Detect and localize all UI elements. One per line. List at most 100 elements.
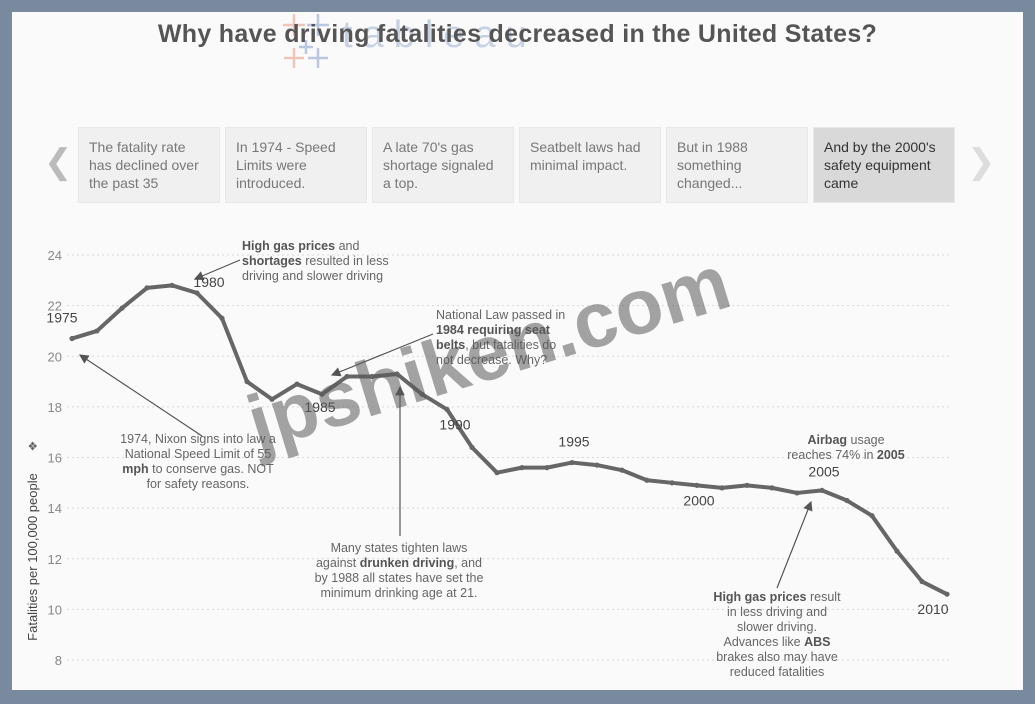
data-point[interactable] [694,482,700,488]
annotation-text: by 1988 all states have set the [315,571,484,585]
data-point[interactable] [119,305,125,311]
series-path [71,283,948,596]
annotation-text: against [316,556,360,570]
data-point[interactable] [594,462,600,468]
arrow-gas [193,259,241,281]
y-axis: 8 10 12 14 16 18 20 22 24 [48,248,62,668]
annotation-text: brakes also may have [716,650,838,664]
page-title: Why have driving fatalities decreased in… [157,20,878,48]
data-point[interactable] [344,373,350,380]
y-axis-title: Fatalities per 100,000 people [25,473,40,641]
data-point[interactable] [94,328,100,334]
story-point-1[interactable]: The fatality rate has declined over the … [78,127,220,203]
data-point[interactable] [244,378,250,385]
dashboard-frame: tableau Why have driving fatalities decr… [12,12,1023,690]
arrow-nixon [79,354,203,437]
annotation-text: driving and slower driving [242,269,383,283]
data-point[interactable] [894,548,900,554]
annotation-text: shortages [242,254,302,268]
data-point[interactable] [519,465,525,471]
data-point[interactable] [669,480,675,486]
annotation-text: ABS [804,635,830,649]
story-point-2[interactable]: In 1974 - Speed Limits were introduced. [225,127,367,203]
data-point[interactable] [194,290,200,296]
data-point[interactable] [569,459,575,466]
data-point[interactable] [144,285,150,291]
annotation-text: High gas prices [242,239,335,253]
annotation-drunk: Many states tighten laws against drunken … [315,541,484,600]
series-line [69,282,950,597]
data-point[interactable] [619,467,625,473]
y-tick-label: 18 [48,400,62,415]
y-tick-label: 16 [48,451,62,466]
data-point[interactable] [544,465,550,471]
annotation-nixon: 1974, Nixon signs into law a National Spe… [120,432,276,491]
story-point-4[interactable]: Seatbelt laws had minimal impact. [519,127,661,203]
annotation-text: slower driving. [737,620,817,634]
year-label: 2005 [808,463,839,479]
annotation-airbag: Airbag usage reaches 74% in 2005 [787,433,904,462]
data-point[interactable] [744,482,750,488]
y-tick-label: 10 [48,602,62,617]
annotation-text: drunken driving [360,556,454,570]
data-point[interactable] [769,485,775,491]
annotation-text: High gas prices [713,590,806,604]
y-tick-label: 12 [48,552,62,567]
next-story-button[interactable]: ❯ [967,142,996,182]
annotation-text: and [335,239,359,253]
annotation-text: for safety reasons. [147,477,250,491]
annotation-text: reduced fatalities [730,665,825,679]
annotation-text: National Speed Limit of 55 [125,447,272,461]
annotation-gas: High gas prices and shortages resulted in… [242,239,389,283]
y-tick-label: 22 [48,299,62,314]
annotation-text: usage [847,433,885,447]
data-point[interactable] [794,490,800,496]
fatalities-line-chart: 8 10 12 14 16 18 20 22 24 Fatalities per 100,000… [25,239,952,679]
annotation-text: resulted in less [302,254,389,268]
arrow-abs [776,500,813,589]
annotation-text: not decrease. Why? [436,353,547,367]
data-point[interactable] [819,487,825,494]
data-point[interactable] [419,391,425,397]
data-point[interactable] [219,315,225,321]
data-point[interactable] [944,591,950,597]
arrow-seatbelt [330,333,434,377]
annotation-seatbelt: National Law passed in 1984 requiring sea… [436,308,565,367]
y-tick-label: 8 [55,653,62,668]
data-point[interactable] [719,485,725,491]
prev-story-button[interactable]: ❮ [44,142,73,182]
data-point[interactable] [394,371,400,377]
story-point-3[interactable]: A late 70's gas shortage signaled a top. [372,127,514,203]
data-point[interactable] [294,381,300,387]
story-point-5[interactable]: But in 1988 something changed... [666,127,808,203]
data-point[interactable] [444,406,450,413]
annotation-text: 2005 [877,448,905,462]
y-tick-label: 24 [48,248,62,263]
data-point[interactable] [69,335,75,342]
annotation-text: to conserve gas. NOT [149,462,274,476]
data-point[interactable] [844,497,850,504]
annotation-text: Advances like [723,635,804,649]
year-label: 1990 [439,416,470,432]
data-point[interactable] [494,470,500,476]
story-point-6[interactable]: And by the 2000's safety equipment came [813,127,955,203]
annotation-text: result [807,590,842,604]
annotation-arrows [79,259,813,589]
data-point[interactable] [869,513,875,519]
year-label: 1980 [193,274,224,290]
data-point[interactable] [169,282,175,288]
data-point[interactable] [319,391,325,397]
data-point[interactable] [469,444,475,450]
annotation-text: , and [454,556,482,570]
year-label: 1975 [46,310,77,326]
y-tick-label: 20 [48,349,62,364]
data-point[interactable] [269,396,275,402]
annotation-abs: High gas prices result in less driving an… [713,590,841,679]
year-label: 2000 [683,492,714,508]
annotation-text: mph [122,462,148,476]
data-point[interactable] [369,373,375,380]
data-point[interactable] [919,578,925,585]
chevron-right-icon: ❯ [967,143,996,181]
data-point[interactable] [644,477,650,483]
